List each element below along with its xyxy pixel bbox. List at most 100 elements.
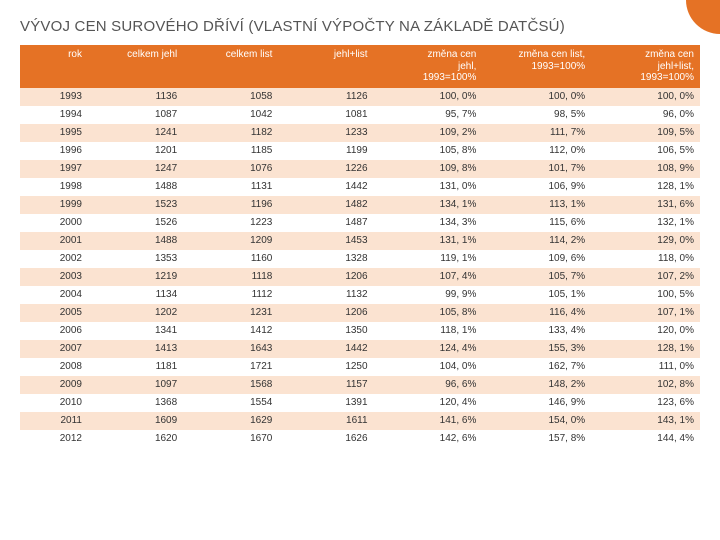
cell-zl: 116, 4% xyxy=(482,304,591,322)
cell-zl: 133, 4% xyxy=(482,322,591,340)
cell-jehl: 1134 xyxy=(88,286,183,304)
col-zj: změna cenjehl,1993=100% xyxy=(374,45,483,88)
cell-zjl: 100, 0% xyxy=(591,88,700,106)
cell-jl: 1482 xyxy=(278,196,373,214)
cell-jl: 1328 xyxy=(278,250,373,268)
cell-zjl: 129, 0% xyxy=(591,232,700,250)
cell-zjl: 108, 9% xyxy=(591,160,700,178)
col-rok: rok xyxy=(20,45,88,88)
table-row: 2002135311601328119, 1%109, 6%118, 0% xyxy=(20,250,700,268)
cell-zj: 100, 0% xyxy=(374,88,483,106)
cell-list: 1185 xyxy=(183,142,278,160)
cell-zjl: 107, 2% xyxy=(591,268,700,286)
table-row: 1995124111821233109, 2%111, 7%109, 5% xyxy=(20,124,700,142)
table-row: 2000152612231487134, 3%115, 6%132, 1% xyxy=(20,214,700,232)
cell-zjl: 96, 0% xyxy=(591,106,700,124)
cell-zj: 142, 6% xyxy=(374,430,483,448)
cell-rok: 2011 xyxy=(20,412,88,430)
cell-jehl: 1219 xyxy=(88,268,183,286)
cell-jl: 1206 xyxy=(278,304,373,322)
cell-zl: 148, 2% xyxy=(482,376,591,394)
table-row: 2007141316431442124, 4%155, 3%128, 1% xyxy=(20,340,700,358)
cell-zl: 98, 5% xyxy=(482,106,591,124)
cell-zl: 113, 1% xyxy=(482,196,591,214)
cell-zjl: 143, 1% xyxy=(591,412,700,430)
cell-jehl: 1368 xyxy=(88,394,183,412)
cell-zj: 131, 1% xyxy=(374,232,483,250)
cell-zjl: 109, 5% xyxy=(591,124,700,142)
col-jehl: celkem jehl xyxy=(88,45,183,88)
cell-jehl: 1136 xyxy=(88,88,183,106)
cell-rok: 2005 xyxy=(20,304,88,322)
cell-jl: 1132 xyxy=(278,286,373,304)
page-title: VÝVOJ CEN SUROVÉHO DŘÍVÍ (VLASTNÍ VÝPOČT… xyxy=(20,18,700,35)
cell-rok: 1999 xyxy=(20,196,88,214)
cell-zl: 114, 2% xyxy=(482,232,591,250)
col-zjl: změna cenjehl+list,1993=100% xyxy=(591,45,700,88)
cell-jehl: 1341 xyxy=(88,322,183,340)
table-row: 1993113610581126100, 0%100, 0%100, 0% xyxy=(20,88,700,106)
col-zl: změna cen list,1993=100% xyxy=(482,45,591,88)
cell-zl: 111, 7% xyxy=(482,124,591,142)
cell-jehl: 1247 xyxy=(88,160,183,178)
cell-zl: 105, 7% xyxy=(482,268,591,286)
table-row: 2003121911181206107, 4%105, 7%107, 2% xyxy=(20,268,700,286)
table-row: 1996120111851199105, 8%112, 0%106, 5% xyxy=(20,142,700,160)
cell-rok: 2001 xyxy=(20,232,88,250)
cell-jl: 1126 xyxy=(278,88,373,106)
cell-list: 1160 xyxy=(183,250,278,268)
table-row: 199410871042108195, 7%98, 5%96, 0% xyxy=(20,106,700,124)
cell-jl: 1157 xyxy=(278,376,373,394)
table-row: 1997124710761226109, 8%101, 7%108, 9% xyxy=(20,160,700,178)
cell-zjl: 118, 0% xyxy=(591,250,700,268)
cell-zj: 134, 3% xyxy=(374,214,483,232)
cell-jl: 1250 xyxy=(278,358,373,376)
table-row: 1998148811311442131, 0%106, 9%128, 1% xyxy=(20,178,700,196)
cell-zj: 105, 8% xyxy=(374,142,483,160)
cell-zjl: 111, 0% xyxy=(591,358,700,376)
cell-zj: 107, 4% xyxy=(374,268,483,286)
cell-rok: 2002 xyxy=(20,250,88,268)
cell-jl: 1199 xyxy=(278,142,373,160)
cell-zl: 106, 9% xyxy=(482,178,591,196)
cell-list: 1209 xyxy=(183,232,278,250)
cell-zl: 100, 0% xyxy=(482,88,591,106)
cell-zl: 109, 6% xyxy=(482,250,591,268)
table-header-row: rokcelkem jehlcelkem listjehl+listzměna … xyxy=(20,45,700,88)
cell-list: 1568 xyxy=(183,376,278,394)
cell-rok: 2012 xyxy=(20,430,88,448)
title-part2: ČSÚ) xyxy=(527,18,564,35)
table-row: 2010136815541391120, 4%146, 9%123, 6% xyxy=(20,394,700,412)
data-table: rokcelkem jehlcelkem listjehl+listzměna … xyxy=(20,45,700,448)
cell-jehl: 1413 xyxy=(88,340,183,358)
title-part1: VÝVOJ CEN SUROVÉHO DŘÍVÍ (VLASTNÍ VÝPOČT… xyxy=(20,18,527,35)
cell-jehl: 1609 xyxy=(88,412,183,430)
cell-zj: 99, 9% xyxy=(374,286,483,304)
cell-jehl: 1087 xyxy=(88,106,183,124)
cell-zjl: 131, 6% xyxy=(591,196,700,214)
cell-list: 1629 xyxy=(183,412,278,430)
col-jl: jehl+list xyxy=(278,45,373,88)
cell-rok: 2010 xyxy=(20,394,88,412)
table-row: 2011160916291611141, 6%154, 0%143, 1% xyxy=(20,412,700,430)
cell-zjl: 102, 8% xyxy=(591,376,700,394)
cell-jl: 1453 xyxy=(278,232,373,250)
cell-list: 1223 xyxy=(183,214,278,232)
cell-jl: 1442 xyxy=(278,178,373,196)
cell-zjl: 106, 5% xyxy=(591,142,700,160)
cell-rok: 2006 xyxy=(20,322,88,340)
table-row: 2005120212311206105, 8%116, 4%107, 1% xyxy=(20,304,700,322)
cell-rok: 2000 xyxy=(20,214,88,232)
cell-rok: 1998 xyxy=(20,178,88,196)
cell-zl: 155, 3% xyxy=(482,340,591,358)
cell-zjl: 128, 1% xyxy=(591,340,700,358)
col-list: celkem list xyxy=(183,45,278,88)
cell-zj: 95, 7% xyxy=(374,106,483,124)
cell-list: 1076 xyxy=(183,160,278,178)
cell-zj: 105, 8% xyxy=(374,304,483,322)
cell-jehl: 1488 xyxy=(88,232,183,250)
cell-list: 1131 xyxy=(183,178,278,196)
cell-jehl: 1241 xyxy=(88,124,183,142)
cell-jehl: 1201 xyxy=(88,142,183,160)
cell-rok: 2004 xyxy=(20,286,88,304)
